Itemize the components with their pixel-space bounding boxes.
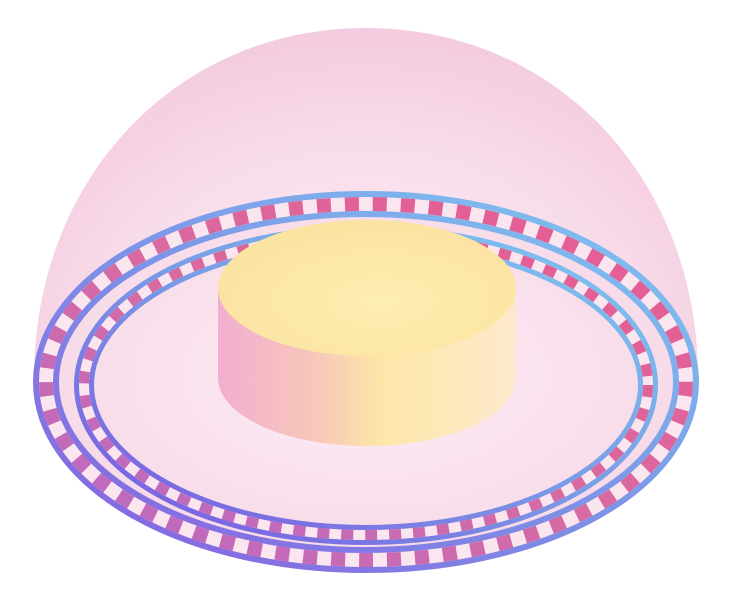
cylinder-top: [218, 220, 516, 356]
